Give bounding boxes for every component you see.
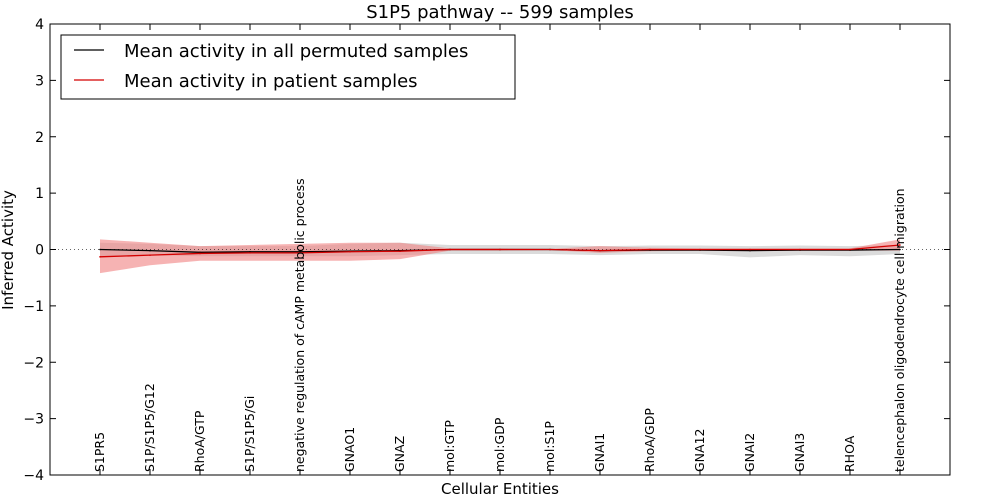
x-tick-label: S1P/S1P5/Gi <box>242 396 257 472</box>
x-tick-label: GNAI1 <box>592 433 607 472</box>
data-point-permuted <box>899 248 901 251</box>
x-tick-label: RHOA <box>842 435 857 472</box>
x-tick-label: telencephalon oligodendrocyte cell migra… <box>892 188 907 472</box>
x-tick-label: mol:GDP <box>492 417 507 472</box>
data-point-patient <box>449 248 451 251</box>
data-point-patient <box>899 244 901 246</box>
x-tick-label: mol:S1P <box>542 421 557 472</box>
legend-box <box>60 34 516 100</box>
data-point-patient <box>799 248 801 251</box>
data-point-patient <box>549 248 551 251</box>
series-lines <box>99 244 901 258</box>
data-point-patient <box>199 252 201 255</box>
data-point-patient <box>749 248 751 251</box>
x-tick-label: GNAI2 <box>742 433 757 472</box>
data-point-patient <box>849 248 851 251</box>
x-tick-label: RhoA/GTP <box>192 410 207 472</box>
chart-title: S1P5 pathway -- 599 samples <box>366 2 634 23</box>
data-point-patient <box>349 250 351 253</box>
data-point-patient <box>299 252 301 254</box>
data-point-permuted <box>199 251 201 254</box>
x-tick-label: negative regulation of cAMP metabolic pr… <box>292 178 307 472</box>
x-tick-label: mol:GTP <box>442 420 457 472</box>
data-point-patient <box>149 254 151 256</box>
y-tick-label: 1 <box>35 186 44 202</box>
legend: Mean activity in all permuted samples Me… <box>60 34 516 100</box>
x-tick-label: RhoA/GDP <box>642 408 657 472</box>
y-tick-label: −2 <box>23 355 44 371</box>
data-point-patient <box>249 252 251 254</box>
y-tick-labels: −4 −3 −2 −1 0 1 2 3 4 <box>23 17 44 484</box>
band-patient <box>100 239 900 274</box>
y-tick-label: −3 <box>23 412 44 428</box>
data-point-patient <box>399 250 401 252</box>
plot-area-frame <box>49 23 951 476</box>
legend-label-patient: Mean activity in patient samples <box>124 71 418 92</box>
x-tick-label: GNAZ <box>392 436 407 472</box>
data-point-permuted <box>749 249 751 252</box>
x-tick-label: S1P/S1P5/G12 <box>142 383 157 472</box>
x-axis-title: Cellular Entities <box>441 480 559 498</box>
data-point-patient <box>99 256 101 258</box>
x-tick-label: GNA12 <box>692 429 707 473</box>
x-tick-label: S1PR5 <box>92 432 107 472</box>
y-tick-label: 0 <box>35 243 44 259</box>
data-point-patient <box>649 248 651 251</box>
y-tick-label: 4 <box>35 17 44 33</box>
y-tick-label: 2 <box>35 130 44 146</box>
x-tick-label: GNAI3 <box>792 433 807 472</box>
data-point-permuted <box>99 248 101 251</box>
data-point-permuted <box>249 250 251 253</box>
y-tick-label: −1 <box>23 299 44 315</box>
legend-label-permuted: Mean activity in all permuted samples <box>124 41 468 62</box>
x-tick-labels: S1PR5 S1P/S1P5/G12 RhoA/GTP S1P/S1P5/Gi nega… <box>92 178 907 472</box>
x-tick-label: GNAO1 <box>342 427 357 472</box>
data-point-patient <box>599 249 601 252</box>
data-point-patient <box>699 248 701 251</box>
y-tick-label: −4 <box>23 468 44 484</box>
axis-ticks <box>50 23 950 476</box>
data-point-permuted <box>149 249 151 252</box>
y-tick-label: 3 <box>35 73 44 89</box>
y-axis-title: Inferred Activity <box>0 190 17 310</box>
data-point-patient <box>499 248 501 251</box>
data-point-permuted <box>299 250 301 253</box>
